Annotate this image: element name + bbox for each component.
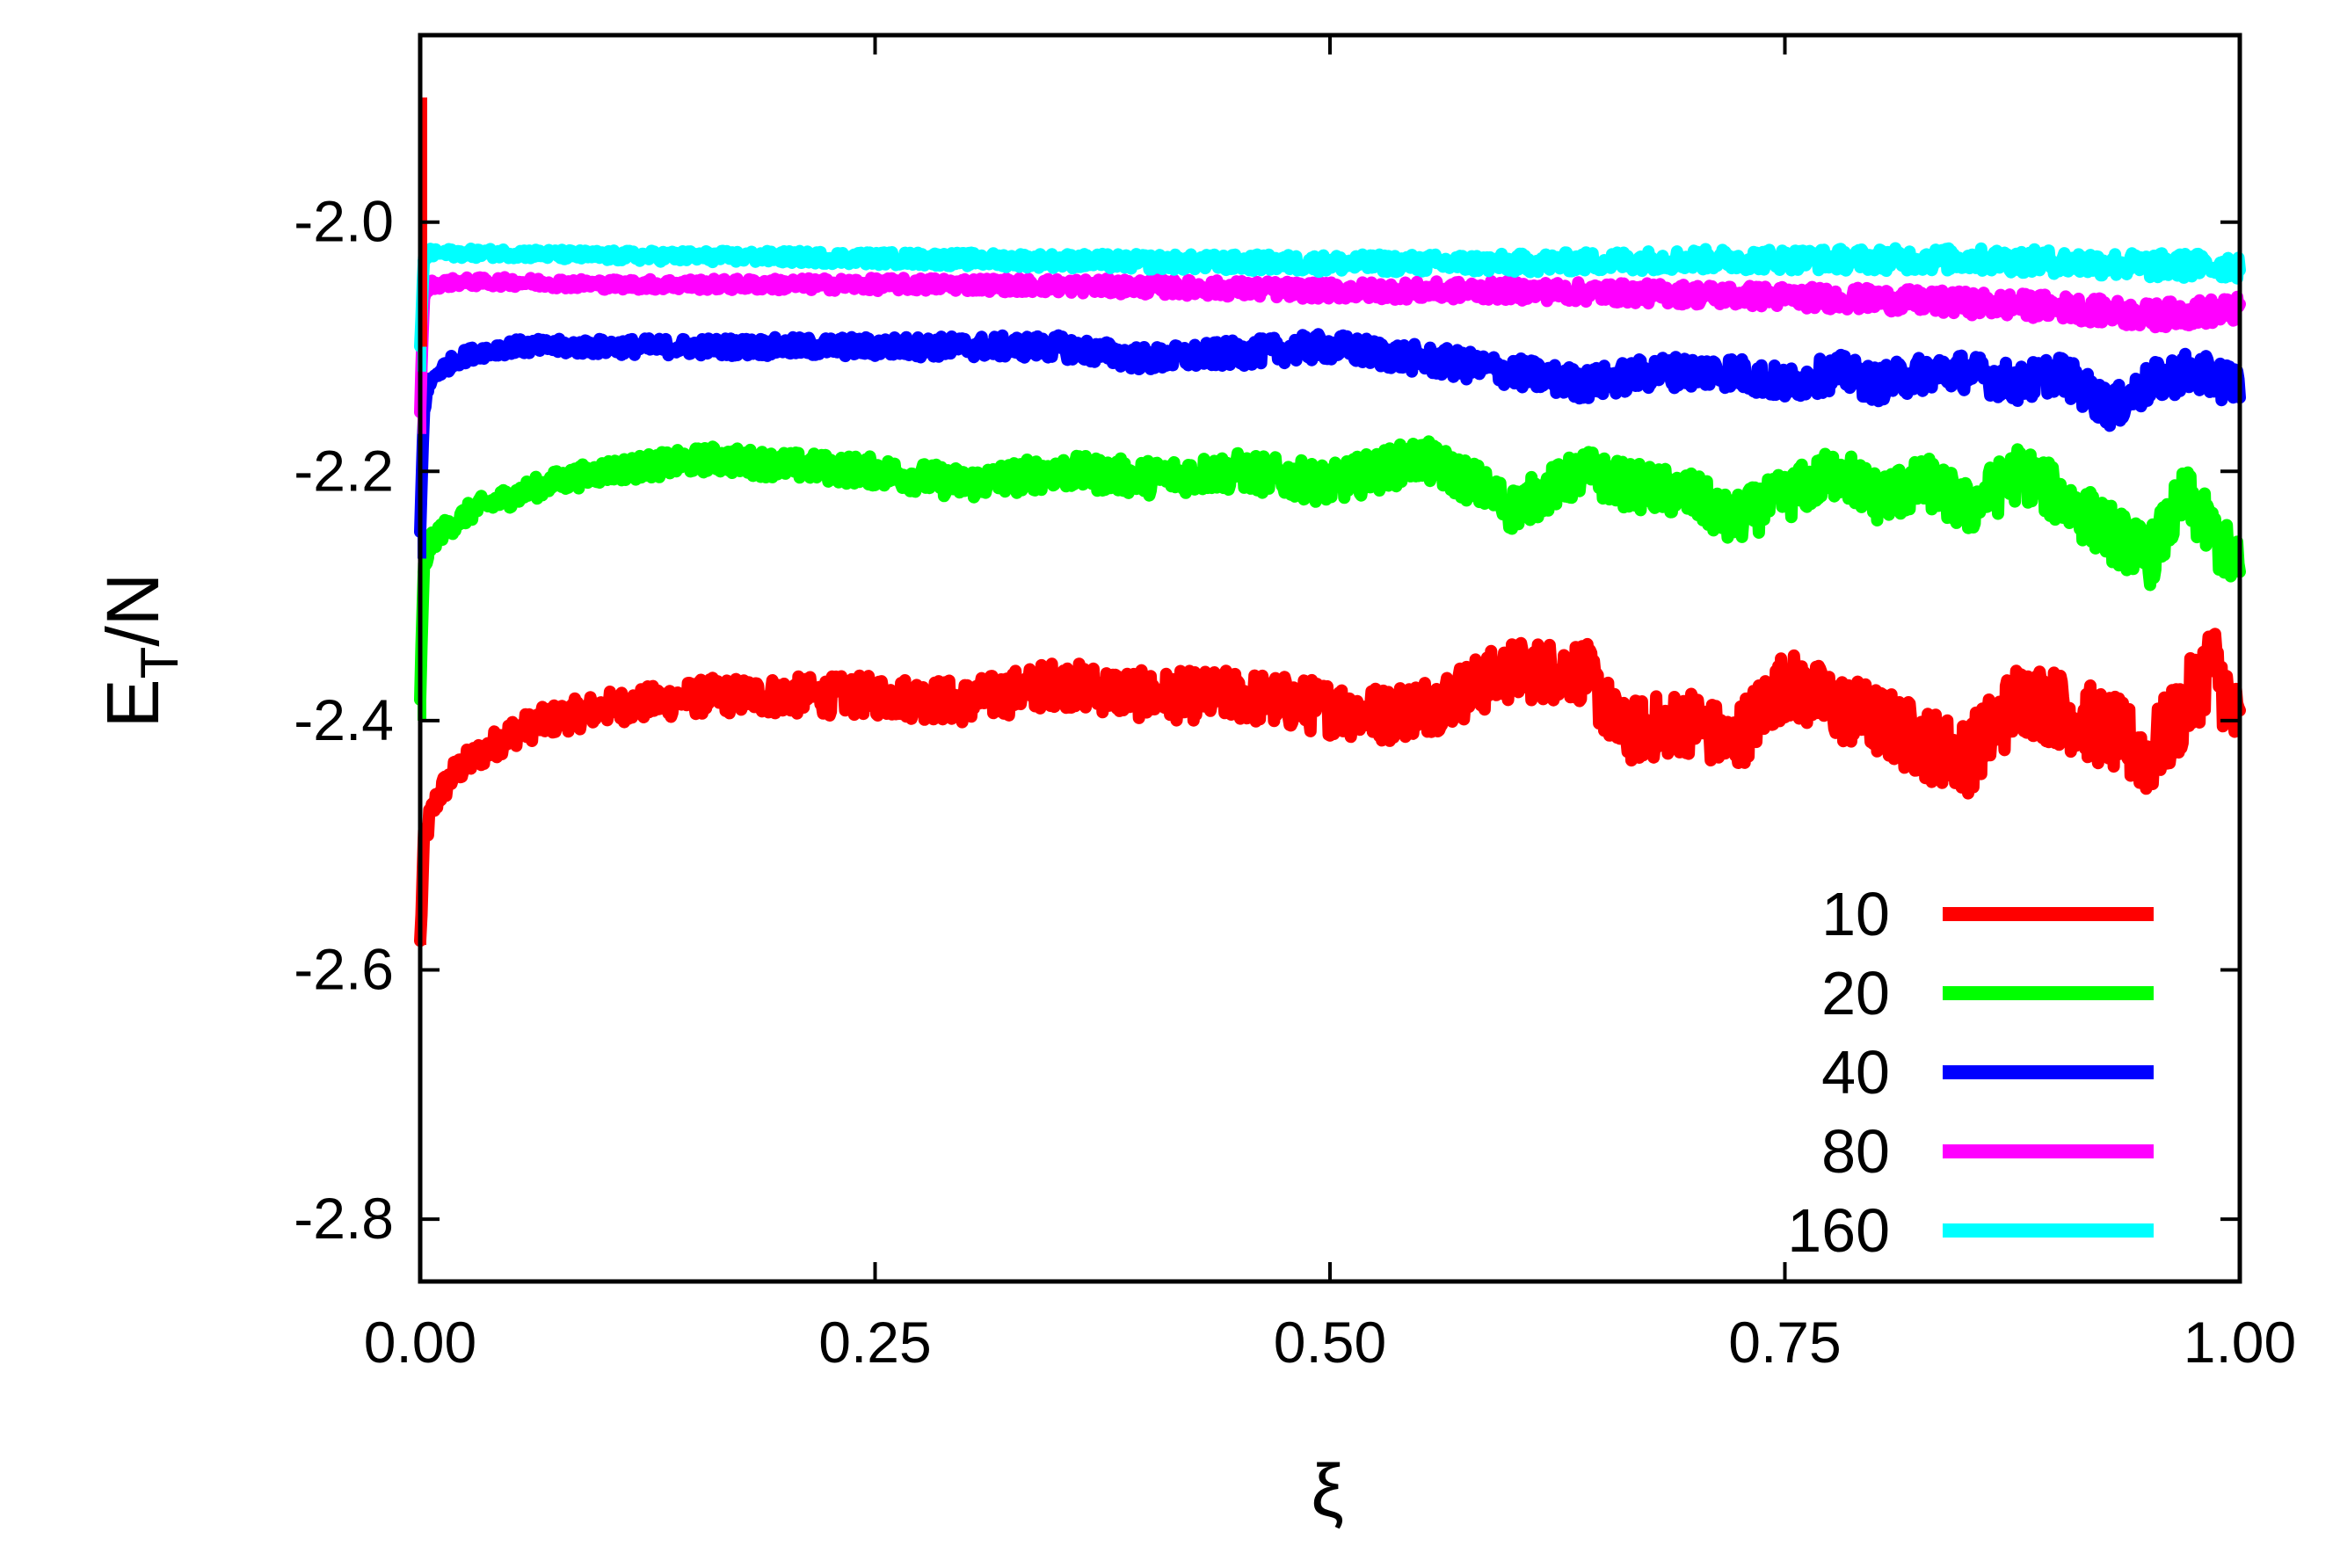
- legend-item-160: 160: [1787, 1196, 2154, 1265]
- x-tick-label: 1.00: [2184, 1310, 2296, 1375]
- legend-label: 160: [1787, 1196, 1890, 1265]
- series-10: [414, 628, 2246, 947]
- y-axis-title-base: E: [91, 679, 174, 728]
- x-tick-label: 0.50: [1274, 1310, 1386, 1375]
- legend-item-40: 40: [1821, 1038, 2154, 1107]
- series-line-80: [414, 271, 2246, 418]
- svg-text:ET/N: ET/N: [91, 573, 189, 729]
- x-tick-label: 0.25: [818, 1310, 931, 1375]
- legend-item-10: 10: [1821, 880, 2154, 948]
- axes-layer: 0.00 0.25 0.50 0.75 1.00 -2.0 -2.2 -2.4 -2.6 -2.8: [294, 33, 2296, 1375]
- x-tick-label: 0.75: [1728, 1310, 1841, 1375]
- y-tick-label: -2.8: [294, 1186, 394, 1251]
- y-tick-label: -2.2: [294, 438, 394, 503]
- y-tick-label: -2.6: [294, 937, 394, 1002]
- legend: 10 20 40 80 160: [1787, 880, 2154, 1265]
- series-line-160: [414, 242, 2246, 352]
- y-axis-title-sub: T: [130, 647, 189, 679]
- series-line-10: [414, 628, 2246, 947]
- series-layer: [414, 97, 2246, 947]
- y-tick-label: -2.0: [294, 189, 394, 254]
- legend-label: 20: [1821, 959, 1890, 1027]
- series-line-20: [414, 435, 2246, 707]
- plot-frame: [418, 33, 2242, 1284]
- legend-label: 40: [1821, 1038, 1890, 1107]
- legend-item-80: 80: [1821, 1117, 2154, 1186]
- y-axis-title: ET/N: [91, 573, 189, 729]
- y-tick-label: -2.4: [294, 687, 394, 752]
- x-axis-title: ξ: [1311, 1449, 1344, 1532]
- series-line-40: [414, 328, 2246, 539]
- legend-label: 80: [1821, 1117, 1890, 1186]
- legend-item-20: 20: [1821, 959, 2154, 1027]
- x-tick-label: 0.00: [364, 1310, 476, 1375]
- y-axis-title-suffix: /N: [91, 573, 174, 647]
- legend-label: 10: [1821, 880, 1890, 948]
